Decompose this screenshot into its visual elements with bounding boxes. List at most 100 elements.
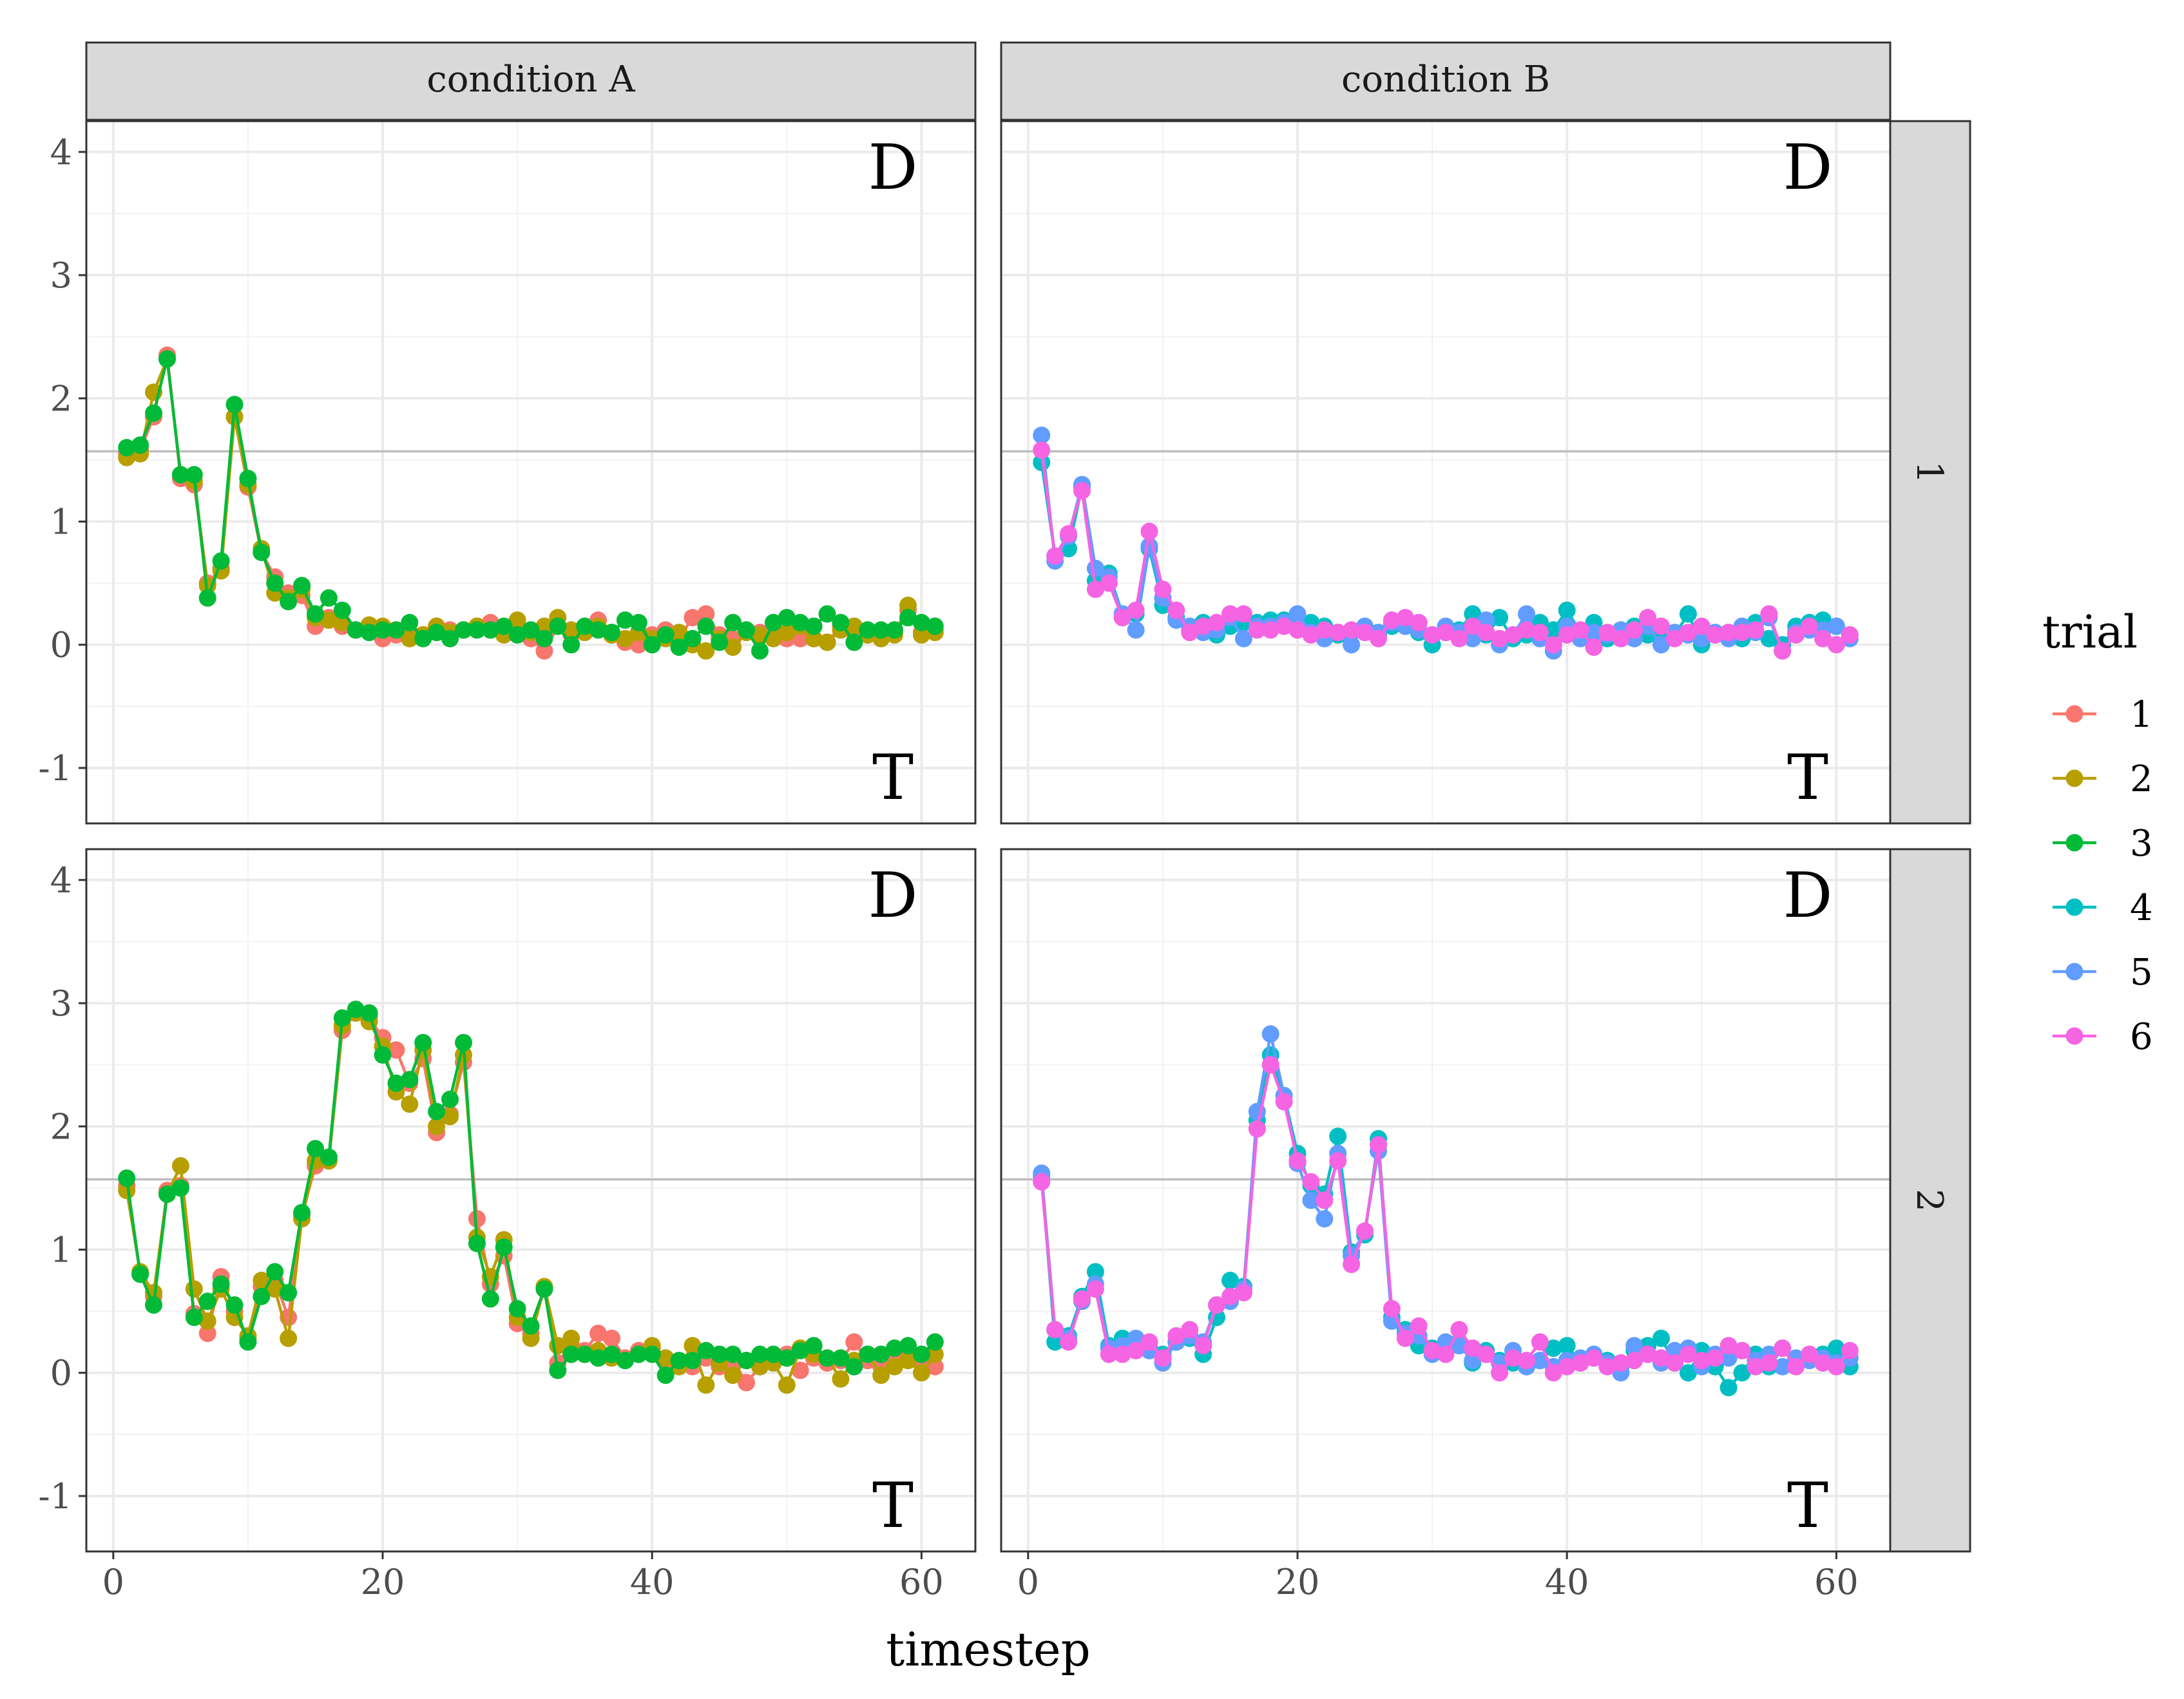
- data-point: [374, 621, 392, 639]
- data-point: [845, 617, 863, 635]
- data-point: [1719, 624, 1738, 642]
- data-point: [387, 1041, 405, 1059]
- data-point: [926, 617, 944, 635]
- y-tick-label: 3: [50, 255, 72, 296]
- data-point: [1234, 605, 1252, 623]
- y-tick-label: 1: [50, 501, 72, 542]
- data-point: [603, 1345, 620, 1363]
- data-point: [656, 1349, 675, 1367]
- data-point: [293, 1204, 311, 1222]
- data-point: [1194, 617, 1212, 635]
- data-point: [629, 613, 647, 631]
- data-point: [684, 1352, 702, 1370]
- data-point: [1464, 617, 1482, 635]
- data-point: [1464, 1339, 1482, 1357]
- y-tick-label: 0: [50, 625, 72, 666]
- data-point: [1598, 624, 1616, 642]
- data-point: [603, 1329, 620, 1347]
- data-point: [1585, 624, 1603, 642]
- data-point: [1827, 1358, 1845, 1376]
- data-point: [805, 617, 823, 635]
- data-point: [1033, 1173, 1051, 1191]
- data-point: [1558, 1337, 1576, 1355]
- data-point: [495, 1238, 513, 1256]
- data-point: [1275, 1093, 1293, 1111]
- data-point: [253, 543, 271, 561]
- data-point: [1316, 1191, 1334, 1209]
- legend: trial 1 2 3 4 5 6: [2042, 606, 2153, 1058]
- data-point: [387, 1074, 405, 1092]
- data-point: [1167, 601, 1185, 619]
- data-point: [845, 1333, 863, 1351]
- data-point: [253, 1287, 271, 1305]
- data-point: [1181, 624, 1199, 642]
- data-point: [764, 1345, 782, 1363]
- data-point: [1450, 629, 1468, 648]
- data-point: [293, 577, 311, 595]
- x-axis-title: timestep: [886, 1622, 1090, 1676]
- data-point: [1774, 642, 1792, 660]
- data-point: [1692, 617, 1710, 635]
- data-point: [1531, 1333, 1549, 1351]
- data-point: [1450, 1337, 1468, 1355]
- data-point: [872, 1345, 890, 1363]
- data-point: [307, 605, 324, 623]
- data-point: [387, 621, 405, 639]
- strip-column-a: condition A: [85, 41, 977, 121]
- data-point: [859, 1345, 877, 1363]
- y-tick-label: 2: [50, 378, 72, 419]
- data-point: [320, 1148, 338, 1166]
- data-point: [589, 621, 607, 639]
- data-point: [225, 396, 244, 414]
- data-point: [1841, 1341, 1859, 1359]
- data-point: [656, 626, 675, 644]
- data-point: [1127, 601, 1145, 619]
- data-point: [711, 633, 729, 651]
- data-point: [145, 1296, 162, 1314]
- panel-A1: D T -1 0 1 2 3 4: [38, 120, 977, 825]
- data-point: [1450, 1321, 1468, 1339]
- data-point: [1140, 1333, 1158, 1351]
- data-point: [805, 629, 823, 648]
- data-point: [1679, 1364, 1697, 1382]
- data-point: [1437, 624, 1455, 642]
- data-point: [1827, 617, 1845, 635]
- data-point: [1261, 1056, 1279, 1074]
- data-point: [535, 617, 553, 635]
- data-point: [428, 1117, 446, 1135]
- data-point: [280, 1329, 298, 1347]
- data-point: [1814, 629, 1832, 648]
- data-point: [643, 1345, 661, 1363]
- y-tick-label: 4: [50, 132, 72, 173]
- data-point: [549, 1361, 567, 1379]
- data-point: [1491, 629, 1509, 648]
- data-point: [468, 621, 486, 639]
- data-point: [198, 1312, 216, 1330]
- data-point: [818, 633, 836, 651]
- x-tick-label: 60: [1814, 1562, 1859, 1602]
- data-point: [1221, 1287, 1239, 1305]
- data-point: [1652, 1329, 1670, 1347]
- legend-key-point: [2065, 963, 2083, 981]
- data-point: [1787, 1358, 1805, 1376]
- data-point: [158, 350, 176, 368]
- data-point: [805, 1337, 823, 1355]
- data-point: [212, 1275, 230, 1293]
- data-point: [899, 609, 917, 627]
- data-point: [1733, 624, 1751, 642]
- data-point: [603, 624, 620, 642]
- data-point: [1558, 601, 1576, 619]
- data-point: [320, 611, 338, 629]
- data-point: [1464, 1352, 1482, 1370]
- data-point: [401, 1071, 419, 1089]
- data-point: [428, 624, 446, 642]
- data-point: [818, 605, 836, 623]
- data-point: [1518, 621, 1535, 639]
- data-point: [670, 638, 688, 656]
- data-point: [670, 624, 688, 642]
- panel-border: [85, 120, 977, 825]
- data-point: [495, 617, 513, 635]
- data-point: [1544, 1364, 1562, 1382]
- data-point: [1343, 621, 1361, 639]
